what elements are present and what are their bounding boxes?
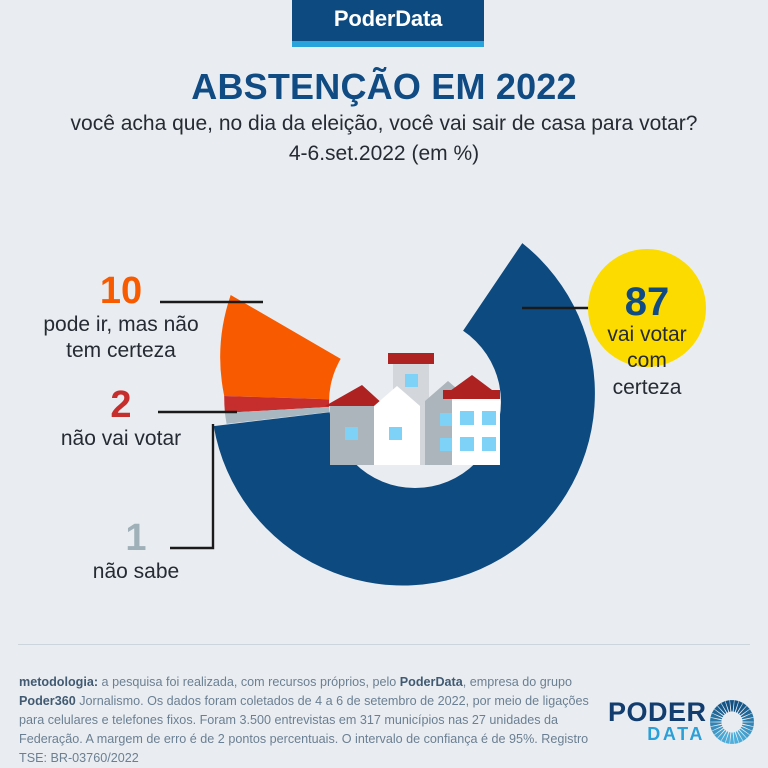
callout-vai-votar-com-certeza: 87 vai votar com certeza <box>588 249 708 401</box>
methodology-label: metodologia: <box>19 674 99 689</box>
header-brand-label: PoderData <box>333 6 443 31</box>
callout-yes-label-line2: com <box>627 349 667 373</box>
callout-yes-value: 87 <box>624 280 670 324</box>
page-daterange: 4-6.set.2022 (em %) <box>288 142 480 165</box>
methodology-part-1: a pesquisa foi realizada, com recursos p… <box>98 674 400 689</box>
callout-yes-label-line3: certeza <box>612 375 682 399</box>
callout-maybe-label-line2: tem certeza <box>66 338 176 362</box>
slice-nao-vai-votar <box>224 396 415 413</box>
page-subtitle: você acha que, no dia da eleição, você v… <box>70 112 698 135</box>
poderdata-sunburst-icon <box>710 700 754 744</box>
logo-wordmark: PODER DATA <box>608 697 707 745</box>
callout-maybe-value: 10 <box>99 270 143 312</box>
callout-maybe-label-line1: pode ir, mas não <box>43 312 199 336</box>
callout-no-label-line1: não vai votar <box>60 426 182 450</box>
callout-nao-vai-votar: 2 não vai votar <box>10 384 232 452</box>
header-brand-badge: PoderData <box>292 0 484 41</box>
header-accent-strip <box>292 41 484 47</box>
footer-divider <box>18 644 750 645</box>
methodology-text: metodologia: a pesquisa foi realizada, c… <box>19 673 593 768</box>
methodology-brand-poder360: Poder360 <box>19 693 76 708</box>
callout-unsure-label-line1: não sabe <box>92 559 180 583</box>
methodology-part-2: , empresa do grupo <box>462 674 572 689</box>
footer-logo: PODER DATA <box>608 697 758 751</box>
page-title: ABSTENÇÃO EM 2022 <box>191 66 577 107</box>
callout-yes-label-line1: vai votar <box>607 323 687 346</box>
methodology-brand-poderdata: PoderData <box>399 674 463 689</box>
callout-nao-sabe: 1 não sabe <box>40 517 232 585</box>
callout-no-value: 2 <box>110 384 132 426</box>
logo-data-text: DATA <box>647 724 705 745</box>
houses-illustration <box>325 353 500 465</box>
methodology-part-3: Jornalismo. Os dados foram coletados de … <box>19 693 589 766</box>
donut-chart-svg <box>158 243 622 586</box>
callout-pode-ir-mas-nao-tem-certeza: 10 pode ir, mas não tem certeza <box>10 270 232 363</box>
leader-line-unsure <box>170 424 215 550</box>
callout-unsure-value: 1 <box>125 517 147 559</box>
donut-chart-area <box>0 180 768 650</box>
callout-yes-bubble <box>588 249 706 367</box>
logo-poder-text: PODER <box>608 697 707 727</box>
